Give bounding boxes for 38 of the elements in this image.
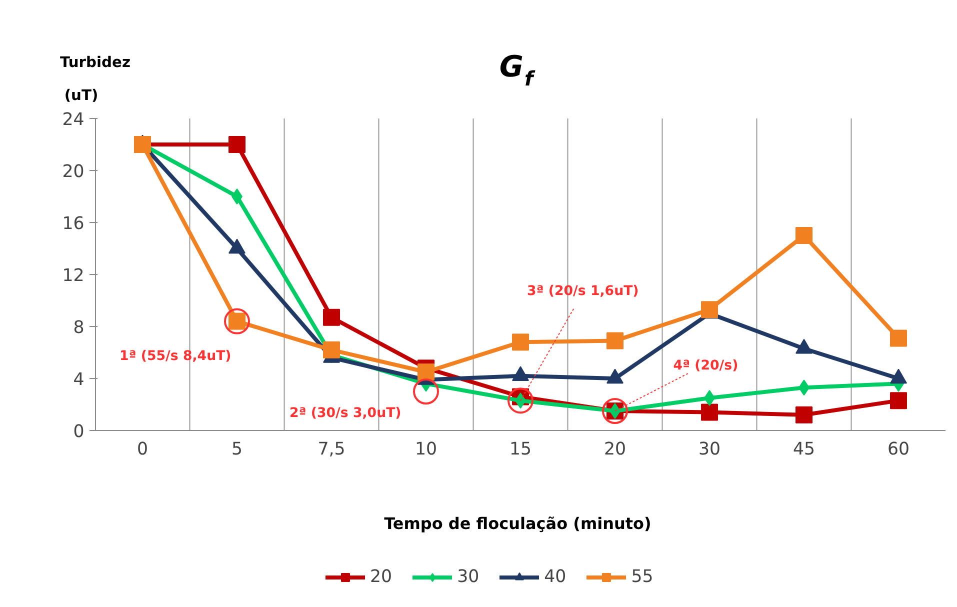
point xyxy=(701,301,718,318)
annotation: 4ª (20/s) xyxy=(673,358,738,374)
point xyxy=(323,308,340,326)
x-tick-label: 20 xyxy=(604,440,626,460)
annotation: 2ª (30/s 3,0uT) xyxy=(289,406,402,421)
annotation: 1ª (55/s 8,4uT) xyxy=(119,348,232,364)
point xyxy=(890,392,907,410)
x-tick-label: 60 xyxy=(887,440,910,460)
x-tick-label: 30 xyxy=(698,440,721,460)
point xyxy=(796,406,812,424)
y-tick-label: 4 xyxy=(73,370,84,390)
y-axis-title: Turbidez (uT) xyxy=(60,54,131,104)
y-tick-label: 0 xyxy=(73,422,84,442)
x-tick-label: 10 xyxy=(414,440,438,460)
x-tick-label: 7,5 xyxy=(318,440,346,460)
y-tick-label: 8 xyxy=(73,318,84,338)
point xyxy=(512,334,529,351)
x-tick-label: 5 xyxy=(231,440,243,460)
y-tick-label: 24 xyxy=(62,110,84,130)
legend-label: 55 xyxy=(631,567,654,587)
point xyxy=(890,330,907,347)
legend-label: 20 xyxy=(370,567,392,587)
x-tick-label: 45 xyxy=(792,440,816,460)
point xyxy=(701,404,718,421)
annotation: 3ª (20/s 1,6uT) xyxy=(526,284,639,300)
y-tick-label: 12 xyxy=(62,266,84,286)
point xyxy=(606,332,624,350)
point xyxy=(228,136,246,153)
point xyxy=(418,364,434,380)
point xyxy=(323,341,340,358)
x-axis-title: Tempo de floculação (minuto) xyxy=(384,514,652,533)
x-tick-label: 15 xyxy=(509,440,532,460)
y-tick-label: 20 xyxy=(62,162,84,182)
point xyxy=(796,227,812,244)
x-tick-label: 0 xyxy=(136,440,148,460)
y-tick-label: 16 xyxy=(62,214,84,234)
legend-label: 40 xyxy=(544,567,566,587)
legend-label: 30 xyxy=(457,567,480,587)
